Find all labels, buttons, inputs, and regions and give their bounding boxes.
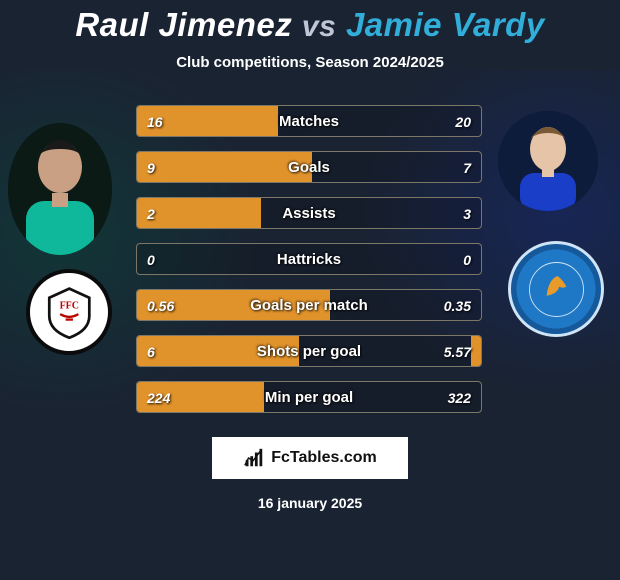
stat-fill-right	[471, 336, 481, 366]
comparison-title: Raul Jimenez vs Jamie Vardy	[0, 0, 620, 44]
player2-name: Jamie Vardy	[346, 6, 545, 43]
stat-fill-left	[137, 152, 312, 182]
stat-fill-left	[137, 106, 278, 136]
stat-row: 65.57Shots per goal	[136, 335, 482, 367]
stat-bars: 1620Matches 97Goals 23Assists 0 0Hattricks 0.…	[136, 105, 482, 427]
svg-text:FFC: FFC	[59, 300, 78, 311]
stat-fill-left	[137, 290, 330, 320]
stat-value-right: 5.57	[444, 336, 471, 366]
player1-avatar	[8, 123, 112, 255]
player2-club-crest	[508, 241, 604, 337]
comparison-stage: FFC 1620Matches 97Goals 23Assists 0 0Hattric…	[0, 105, 620, 425]
brand-badge: FcTables.com	[212, 437, 408, 479]
stat-row: 224322Min per goal	[136, 381, 482, 413]
stat-value-right: 0.35	[444, 290, 471, 320]
brand-chart-icon	[243, 447, 265, 469]
stat-value-right: 322	[448, 382, 471, 412]
vs-text: vs	[302, 10, 336, 43]
stat-value-right: 20	[455, 106, 471, 136]
brand-text: FcTables.com	[271, 449, 377, 467]
stat-label: Hattricks	[137, 244, 481, 274]
player1-club-crest: FFC	[26, 269, 112, 355]
date-text: 16 january 2025	[0, 495, 620, 511]
stat-fill-left	[137, 198, 261, 228]
stat-row: 23Assists	[136, 197, 482, 229]
stat-row: 1620Matches	[136, 105, 482, 137]
stat-value-right: 3	[463, 198, 471, 228]
stat-row: 0.560.35Goals per match	[136, 289, 482, 321]
subtitle: Club competitions, Season 2024/2025	[0, 54, 620, 71]
stat-value-right: 7	[463, 152, 471, 182]
stat-row: 97Goals	[136, 151, 482, 183]
stat-fill-left	[137, 336, 299, 366]
stat-row: 0 0Hattricks	[136, 243, 482, 275]
stat-fill-left	[137, 382, 264, 412]
player1-name: Raul Jimenez	[75, 6, 292, 43]
stat-value-left: 0	[147, 244, 155, 274]
player2-avatar	[498, 111, 598, 211]
stat-value-right: 0	[463, 244, 471, 274]
